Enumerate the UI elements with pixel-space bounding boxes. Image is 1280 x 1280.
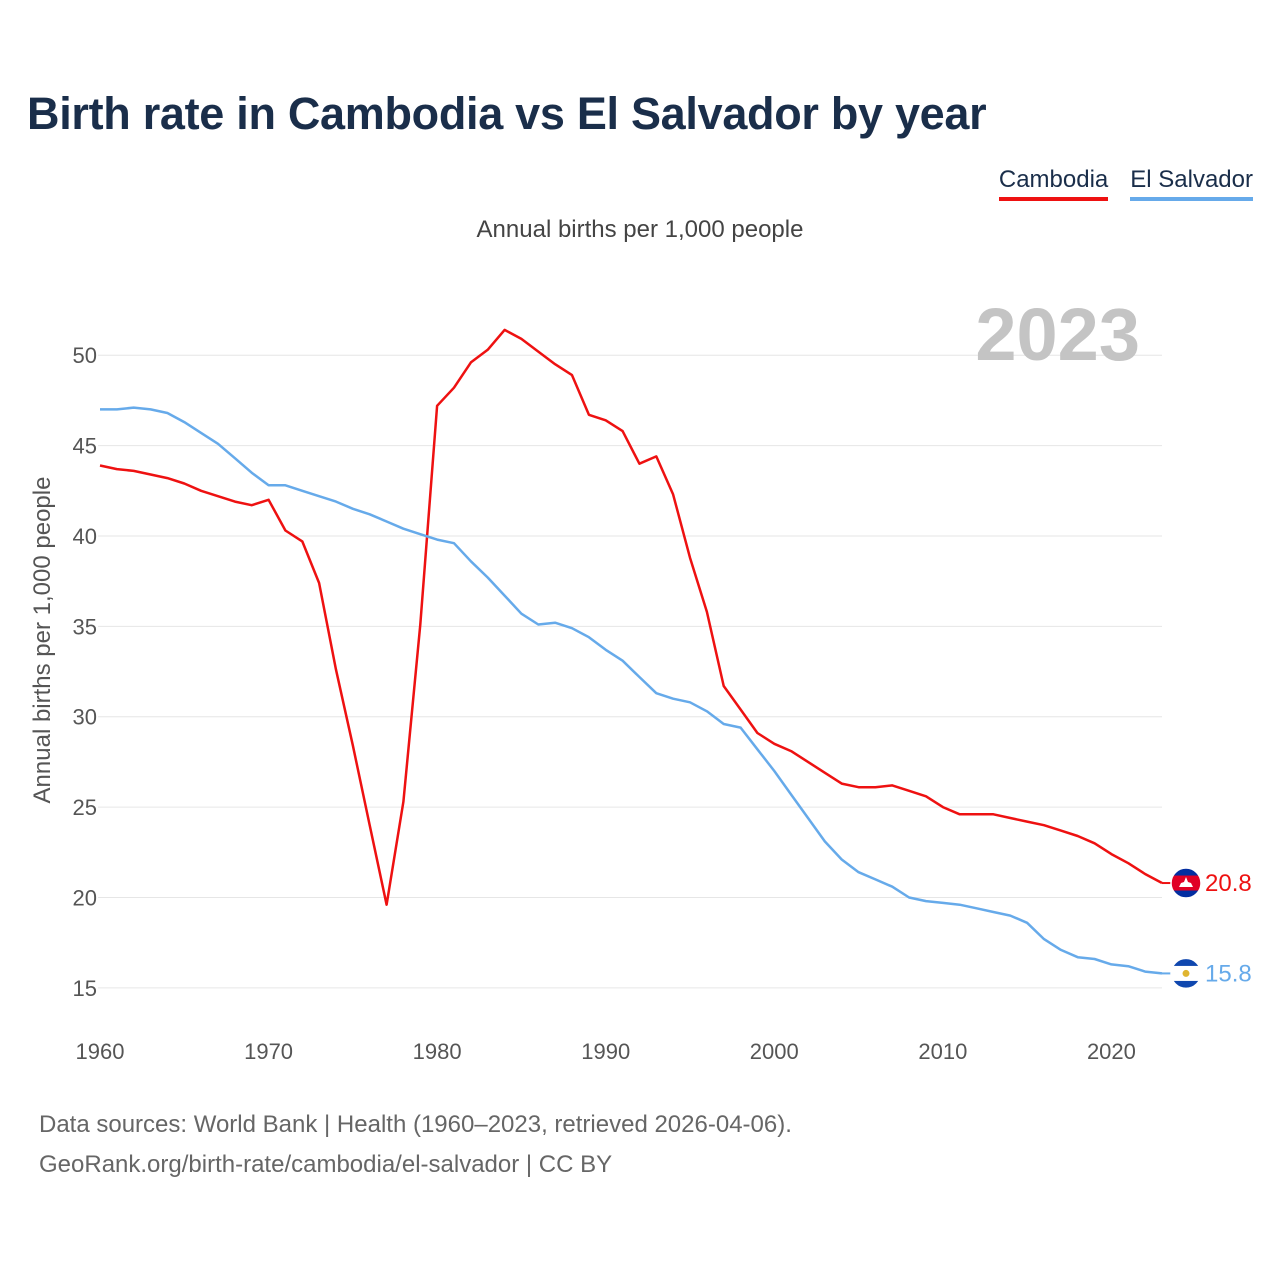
series-line-cambodia <box>99 328 1163 906</box>
x-tick-label: 1970 <box>244 1039 293 1064</box>
line-chart: 2023 15 20 25 30 35 40 45 50 1960 1970 1980 1990 20… <box>29 293 1252 1064</box>
legend-item-el-salvador[interactable]: El Salvador <box>1130 166 1253 201</box>
y-axis-ticks: 15 20 25 30 35 40 45 50 <box>73 343 97 1001</box>
y-tick-label: 50 <box>73 343 97 368</box>
end-markers: 20.8 15.8 <box>1162 867 1252 990</box>
end-value-label: 20.8 <box>1205 870 1252 897</box>
x-tick-label: 1990 <box>581 1039 630 1064</box>
legend: Cambodia El Salvador <box>998 166 1253 201</box>
x-axis-ticks: 1960 1970 1980 1990 2000 2010 2020 <box>76 1039 1136 1064</box>
y-tick-label: 40 <box>73 524 97 549</box>
x-tick-label: 2020 <box>1087 1039 1136 1064</box>
x-tick-label: 2010 <box>918 1039 967 1064</box>
footer-link[interactable]: GeoRank.org/birth-rate/cambodia/el-salva… <box>39 1151 613 1178</box>
y-tick-label: 45 <box>73 434 97 459</box>
y-tick-label: 30 <box>73 705 97 730</box>
x-tick-label: 1980 <box>413 1039 462 1064</box>
y-tick-label: 35 <box>73 614 97 639</box>
y-axis-label: Annual births per 1,000 people <box>29 477 56 804</box>
series-layer <box>99 328 1163 975</box>
year-watermark: 2023 <box>975 293 1140 376</box>
cambodia-flag-icon <box>1170 867 1202 899</box>
y-tick-label: 15 <box>73 976 97 1001</box>
series-line-el-salvador <box>100 406 1163 975</box>
chart-title: Birth rate in Cambodia vs El Salvador by… <box>27 88 987 139</box>
el-salvador-flag-icon <box>1170 957 1202 990</box>
y-tick-label: 20 <box>73 886 97 911</box>
chart-subtitle: Annual births per 1,000 people <box>476 216 804 243</box>
x-tick-label: 2000 <box>750 1039 799 1064</box>
grid-lines <box>98 354 1162 989</box>
end-value-label: 15.8 <box>1205 960 1252 987</box>
footer-source: Data sources: World Bank | Health (1960–… <box>39 1111 792 1138</box>
footer: Data sources: World Bank | Health (1960–… <box>39 1105 792 1185</box>
legend-item-cambodia[interactable]: Cambodia <box>998 166 1109 201</box>
x-tick-label: 1960 <box>76 1039 125 1064</box>
y-tick-label: 25 <box>73 795 97 820</box>
